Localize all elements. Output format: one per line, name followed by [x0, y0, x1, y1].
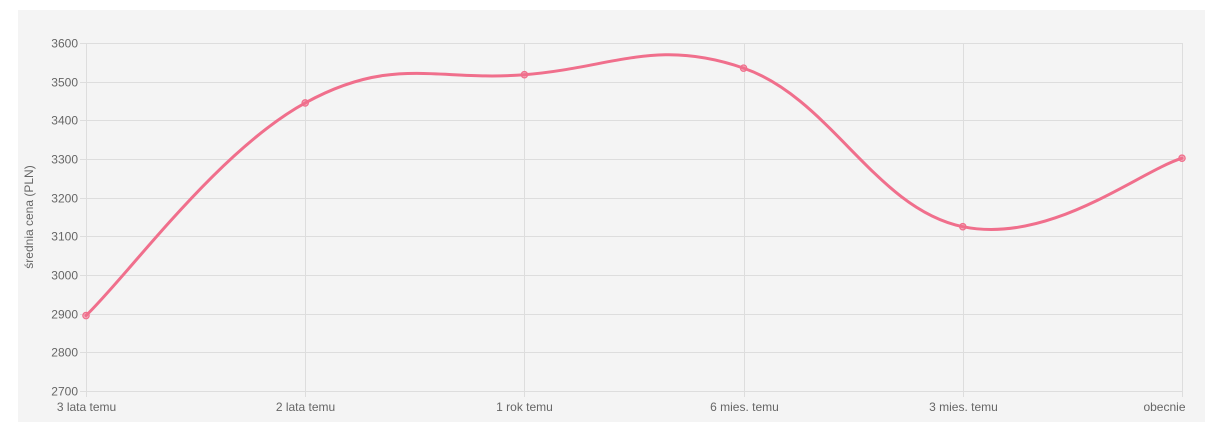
data-point [958, 222, 967, 231]
y-tick-label: 2800 [51, 346, 78, 360]
series-line [84, 53, 1184, 318]
data-point [1178, 154, 1186, 163]
line-chart: 2700 2800 2900 3000 3100 3200 3300 3400 3500 3600… [22, 37, 1186, 415]
series-layer [82, 53, 1186, 320]
y-tick-label: 3200 [51, 192, 78, 206]
chart-panel: 2700 2800 2900 3000 3100 3200 3300 3400 3500 3600… [18, 10, 1205, 422]
data-point [301, 99, 310, 107]
y-tick-label: 2700 [51, 385, 78, 399]
y-tick-label: 2900 [51, 308, 78, 322]
grid-lines [80, 43, 1183, 397]
x-tick-label: 3 mies. temu [929, 400, 998, 414]
y-tick-label: 3500 [51, 76, 78, 90]
y-tick-labels: 2700 2800 2900 3000 3100 3200 3300 3400 3500 3600 [51, 37, 78, 399]
y-axis-title: średnia cena (PLN) [22, 165, 36, 268]
y-tick-label: 3000 [51, 269, 78, 283]
x-tick-labels: 3 lata temu 2 lata temu 1 rok temu 6 mies. … [57, 400, 1186, 414]
y-tick-label: 3300 [51, 153, 78, 167]
data-point [520, 70, 529, 79]
x-tick-label: 1 rok temu [496, 400, 553, 414]
y-tick-label: 3400 [51, 114, 78, 128]
x-tick-label: 3 lata temu [57, 400, 116, 414]
x-tick-label: obecnie [1143, 400, 1185, 414]
data-point [82, 311, 90, 320]
x-tick-label: 6 mies. temu [710, 400, 779, 414]
y-tick-label: 3600 [51, 37, 78, 51]
data-point [739, 64, 748, 72]
y-tick-label: 3100 [51, 230, 78, 244]
x-tick-label: 2 lata temu [276, 400, 335, 414]
